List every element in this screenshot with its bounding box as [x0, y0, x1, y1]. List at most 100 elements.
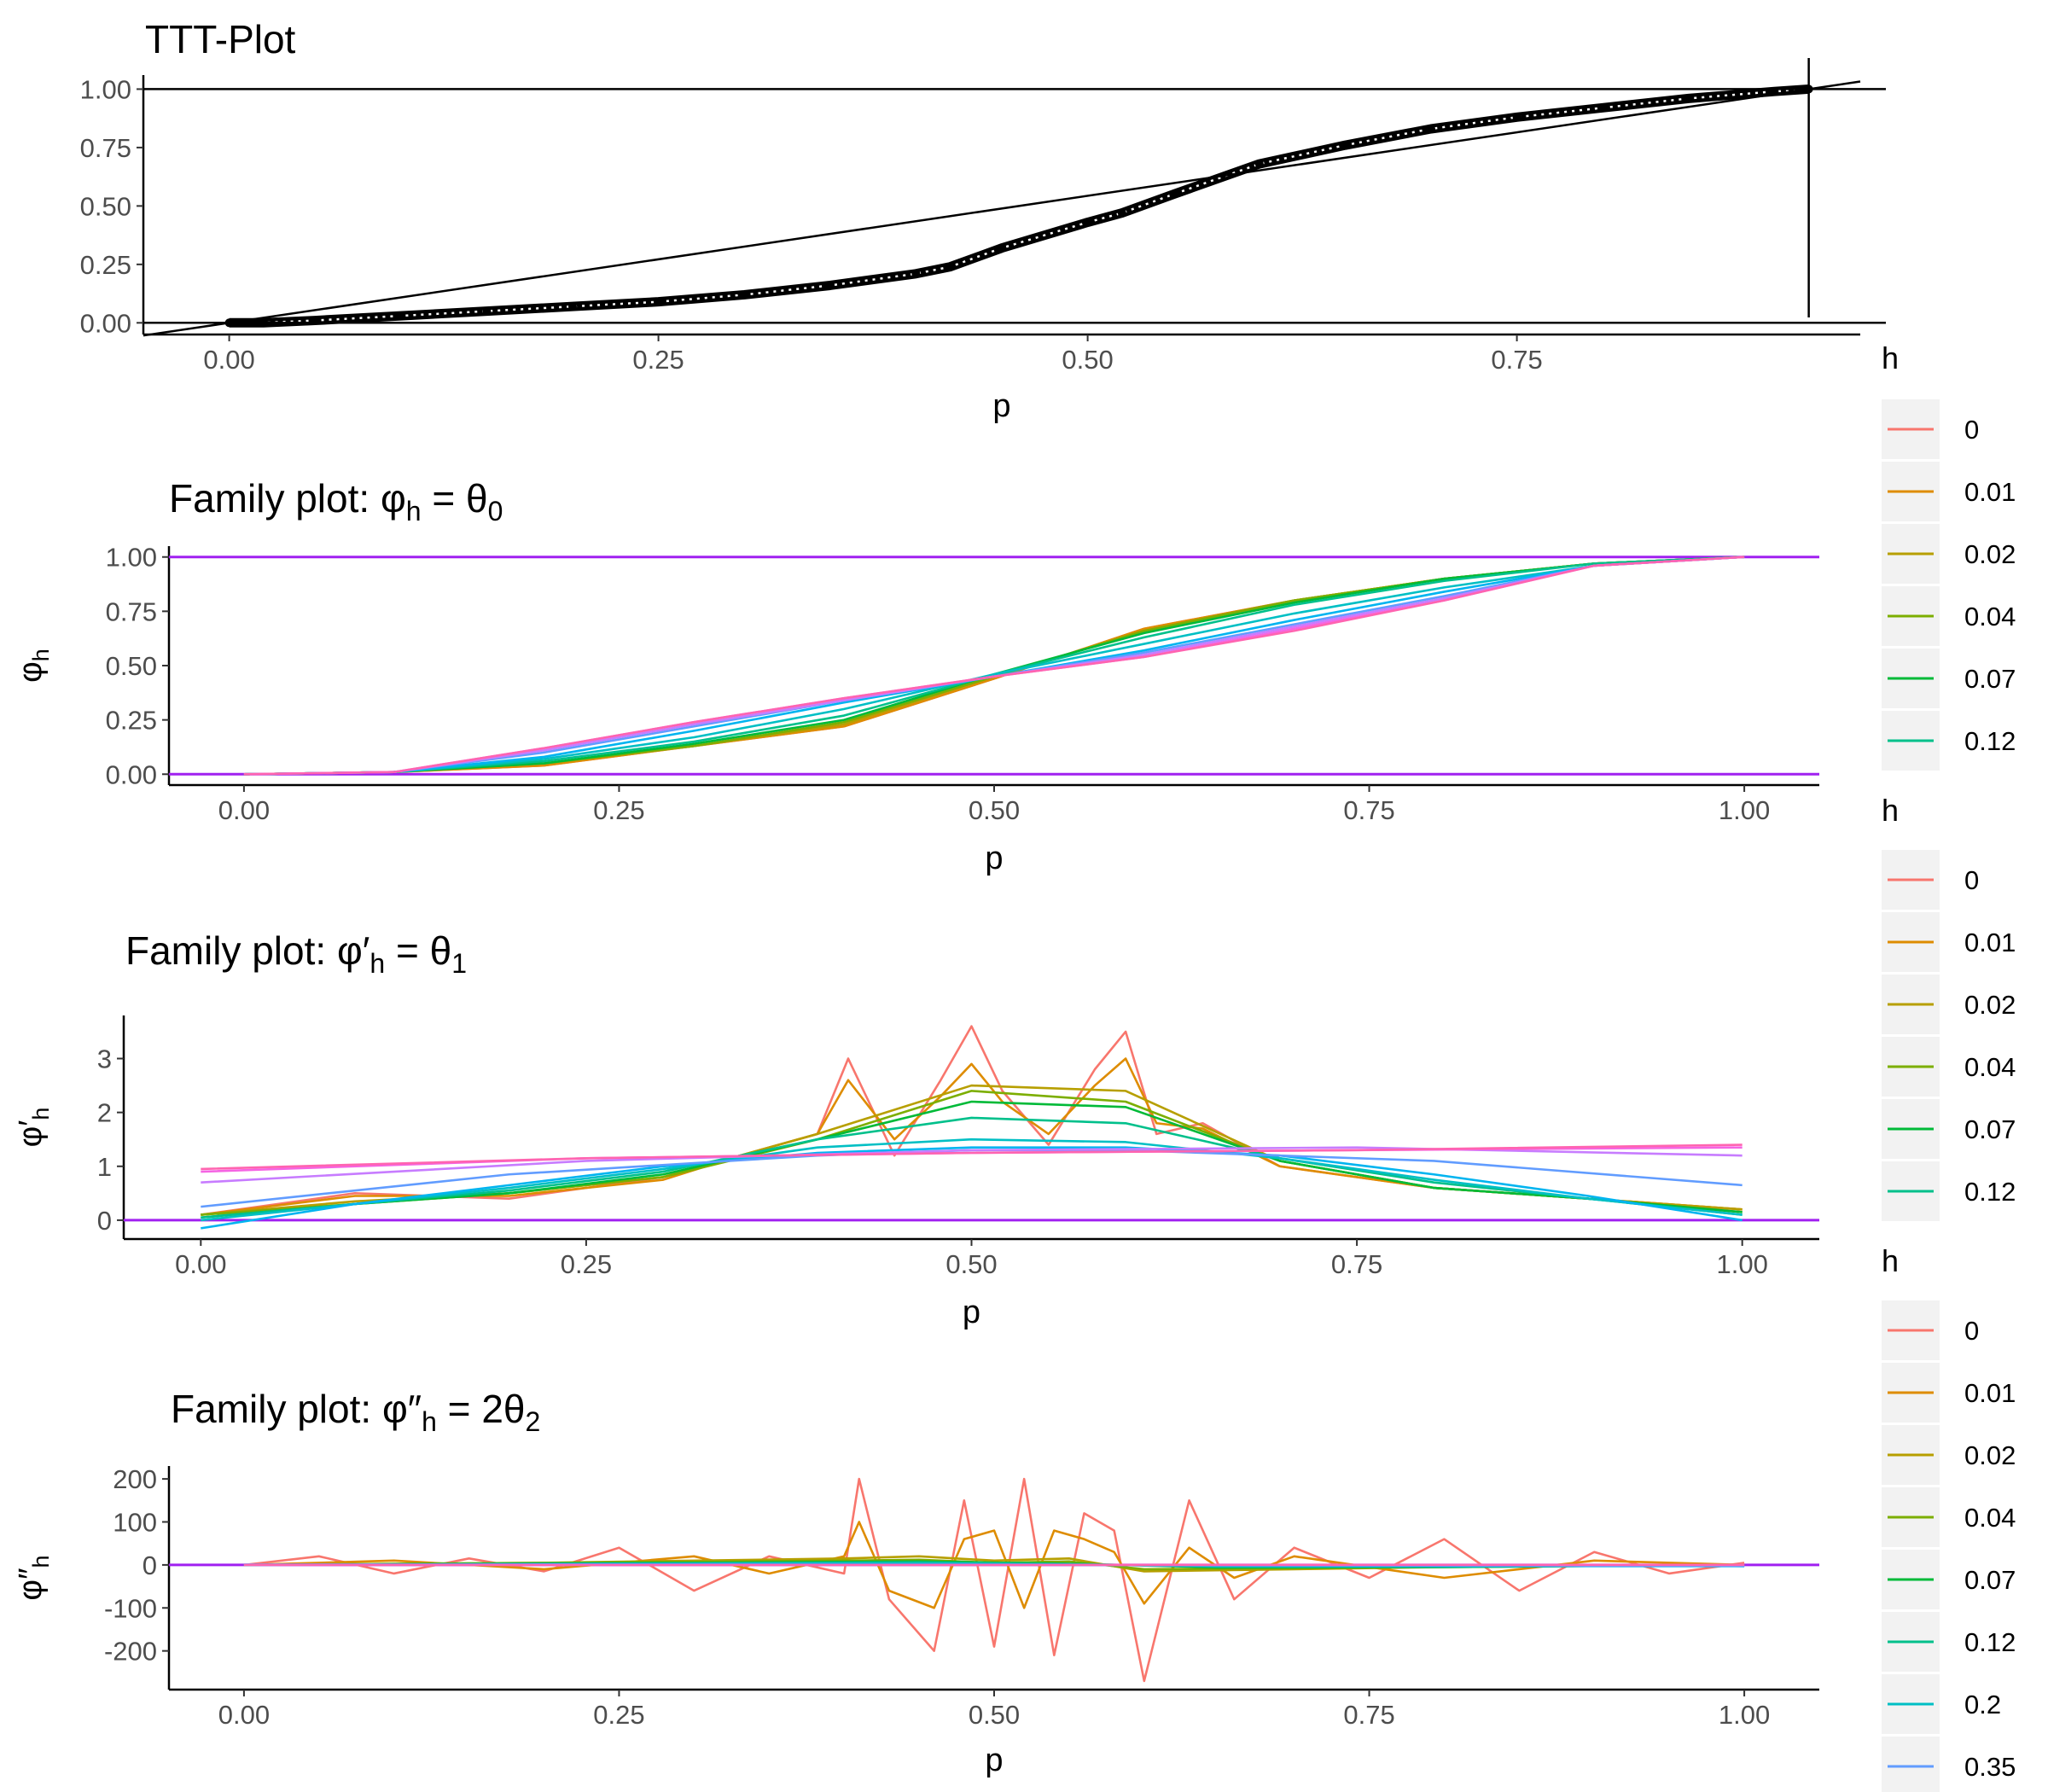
panel-ttt: TTT-Plot 0.00 0.25 0.50 0.75 0.00 0.25 0.50 0.75…: [80, 17, 1886, 424]
chart-title: Family plot: φ″h = 2θ2: [171, 1387, 540, 1437]
legend-label: 0.2: [1964, 1690, 2001, 1719]
title-math-rhs-sub: 2: [525, 1406, 540, 1437]
reference-diagonal: [143, 80, 1861, 337]
x-tick-label: 0.50: [969, 1700, 1020, 1730]
legend-label: 0.12: [1964, 1177, 2016, 1207]
y-tick-label: 3: [97, 1044, 112, 1074]
series-line-h-1: [243, 556, 1745, 776]
title-math-rhs: θ: [430, 928, 452, 973]
title-math-lhs: φ″: [382, 1387, 422, 1431]
series-line-h-0.35: [243, 556, 1745, 776]
series-line-h-1.7: [243, 556, 1745, 776]
y-tick-label: 0.25: [106, 706, 157, 736]
x-tick-label: 0.75: [1343, 795, 1394, 825]
ttt-point: [1598, 103, 1608, 113]
x-tick-label: 0.25: [593, 1700, 644, 1730]
legend-label: 0.07: [1964, 1565, 2016, 1595]
y-tick-label: 2: [97, 1098, 112, 1128]
y-tick-label: 0.75: [80, 133, 131, 163]
title-math-rhs: θ: [466, 476, 488, 521]
legend-label: 0.02: [1964, 1440, 2016, 1470]
ttt-point: [1083, 218, 1092, 227]
legends: h 0 0.01 0.02 0.04 0.07 0.12 h 0 0.01 0.02 0.04 0.07…: [1882, 340, 2016, 1792]
series-line-h-3: [243, 556, 1745, 776]
legend-label: 0.01: [1964, 477, 2016, 507]
x-tick-label: 0.50: [945, 1249, 997, 1279]
ttt-point: [1512, 113, 1521, 122]
series-line-h-0.2: [243, 556, 1745, 776]
series-line-h-0.12: [201, 1116, 1743, 1219]
y-tick-label: 0.00: [106, 759, 157, 789]
panel-f0: Family plot: φh = θ0 0.00 0.25 0.50 0.75 1.00…: [13, 476, 1819, 876]
x-tick-label: 0.25: [632, 345, 684, 375]
legend-label: 0.01: [1964, 1378, 2016, 1408]
legend-label: 0.04: [1964, 1052, 2016, 1082]
y-tick-label: 0.75: [106, 596, 157, 626]
x-tick-label: 0.25: [561, 1249, 612, 1279]
ttt-point: [911, 269, 921, 278]
legend-label: 0: [1964, 1316, 1979, 1346]
chart-title: TTT-Plot: [145, 17, 296, 61]
x-tick-label: 0.25: [593, 795, 644, 825]
x-tick-label: 0.00: [218, 795, 270, 825]
y-tick-label: -200: [104, 1637, 157, 1667]
panel-f2: Family plot: φ″h = 2θ2 0.00 0.25 0.50 0.75 1.…: [13, 1387, 1819, 1778]
ttt-point: [1341, 141, 1350, 150]
ttt-point: [998, 243, 1006, 253]
ttt-point: [945, 262, 955, 271]
y-tick-label: 0: [97, 1206, 112, 1236]
y-tick-label: 0.00: [80, 308, 131, 338]
ttt-point: [1117, 208, 1126, 218]
series-line-h-0.01: [201, 1057, 1743, 1216]
ttt-point: [1169, 189, 1178, 199]
y-tick-label: 100: [113, 1508, 157, 1538]
series-line-h-0: [243, 556, 1745, 776]
title-math-lhs-sub: h: [422, 1406, 437, 1437]
y-tick-label: 1.00: [80, 74, 131, 104]
legend-label: 0.02: [1964, 990, 2016, 1020]
x-tick-label: 0.75: [1343, 1700, 1394, 1730]
legend-label: 0.01: [1964, 928, 2016, 957]
ttt-point: [825, 281, 835, 290]
series-line-h-0.02: [243, 556, 1745, 776]
series-line-h-3: [201, 1143, 1743, 1171]
series-line-h-0: [201, 1025, 1743, 1216]
x-tick-label: 1.00: [1719, 795, 1770, 825]
legend-2: h 0 0.01 0.02 0.04 0.07 0.12: [1882, 793, 2016, 1221]
title-math-rhs-sub: 1: [451, 948, 467, 979]
legend-label: 0.07: [1964, 664, 2016, 694]
title-math-lhs-sub: h: [406, 496, 422, 527]
ttt-point: [396, 311, 405, 321]
y-axis-title: φh: [13, 649, 54, 683]
series-line-h-0.01: [243, 556, 1745, 776]
legend-key: [1882, 1737, 1940, 1792]
y-tick-label: 1: [97, 1152, 112, 1182]
title-math-rhs-sub: 0: [488, 496, 503, 527]
ttt-point: [482, 306, 492, 316]
legend-label: 0.02: [1964, 539, 2016, 569]
legend-title: h: [1882, 1243, 1899, 1278]
x-tick-label: 0.50: [1062, 345, 1113, 375]
ttt-point: [1684, 94, 1693, 103]
x-axis-title: p: [985, 841, 1003, 876]
y-tick-label: 0.50: [106, 651, 157, 681]
title-math-eq: =: [385, 928, 429, 973]
legend-3: h 0 0.01 0.02 0.04 0.07 0.12 0.2 0.35: [1882, 1243, 2016, 1792]
ttt-point: [1427, 124, 1435, 133]
series-line-h-0: [243, 1477, 1745, 1683]
x-tick-label: 0.00: [175, 1249, 226, 1279]
y-axis-title: φ′h: [13, 1108, 54, 1148]
chart-panels: TTT-Plot 0.00 0.25 0.50 0.75 0.00 0.25 0.50 0.75…: [13, 17, 1886, 1778]
title-math-rhs: 2θ: [481, 1387, 525, 1431]
ttt-point: [568, 302, 577, 311]
legend-label: 0.07: [1964, 1114, 2016, 1144]
y-tick-label: 1.00: [106, 543, 157, 573]
x-axis-title: p: [992, 388, 1010, 424]
series-line-h-0.04: [243, 556, 1745, 776]
x-tick-label: 1.00: [1719, 1700, 1770, 1730]
legend-label: 0: [1964, 415, 1979, 445]
legend-label: 0.12: [1964, 726, 2016, 756]
x-axis-title: p: [963, 1295, 980, 1330]
x-tick-label: 0.75: [1331, 1249, 1382, 1279]
